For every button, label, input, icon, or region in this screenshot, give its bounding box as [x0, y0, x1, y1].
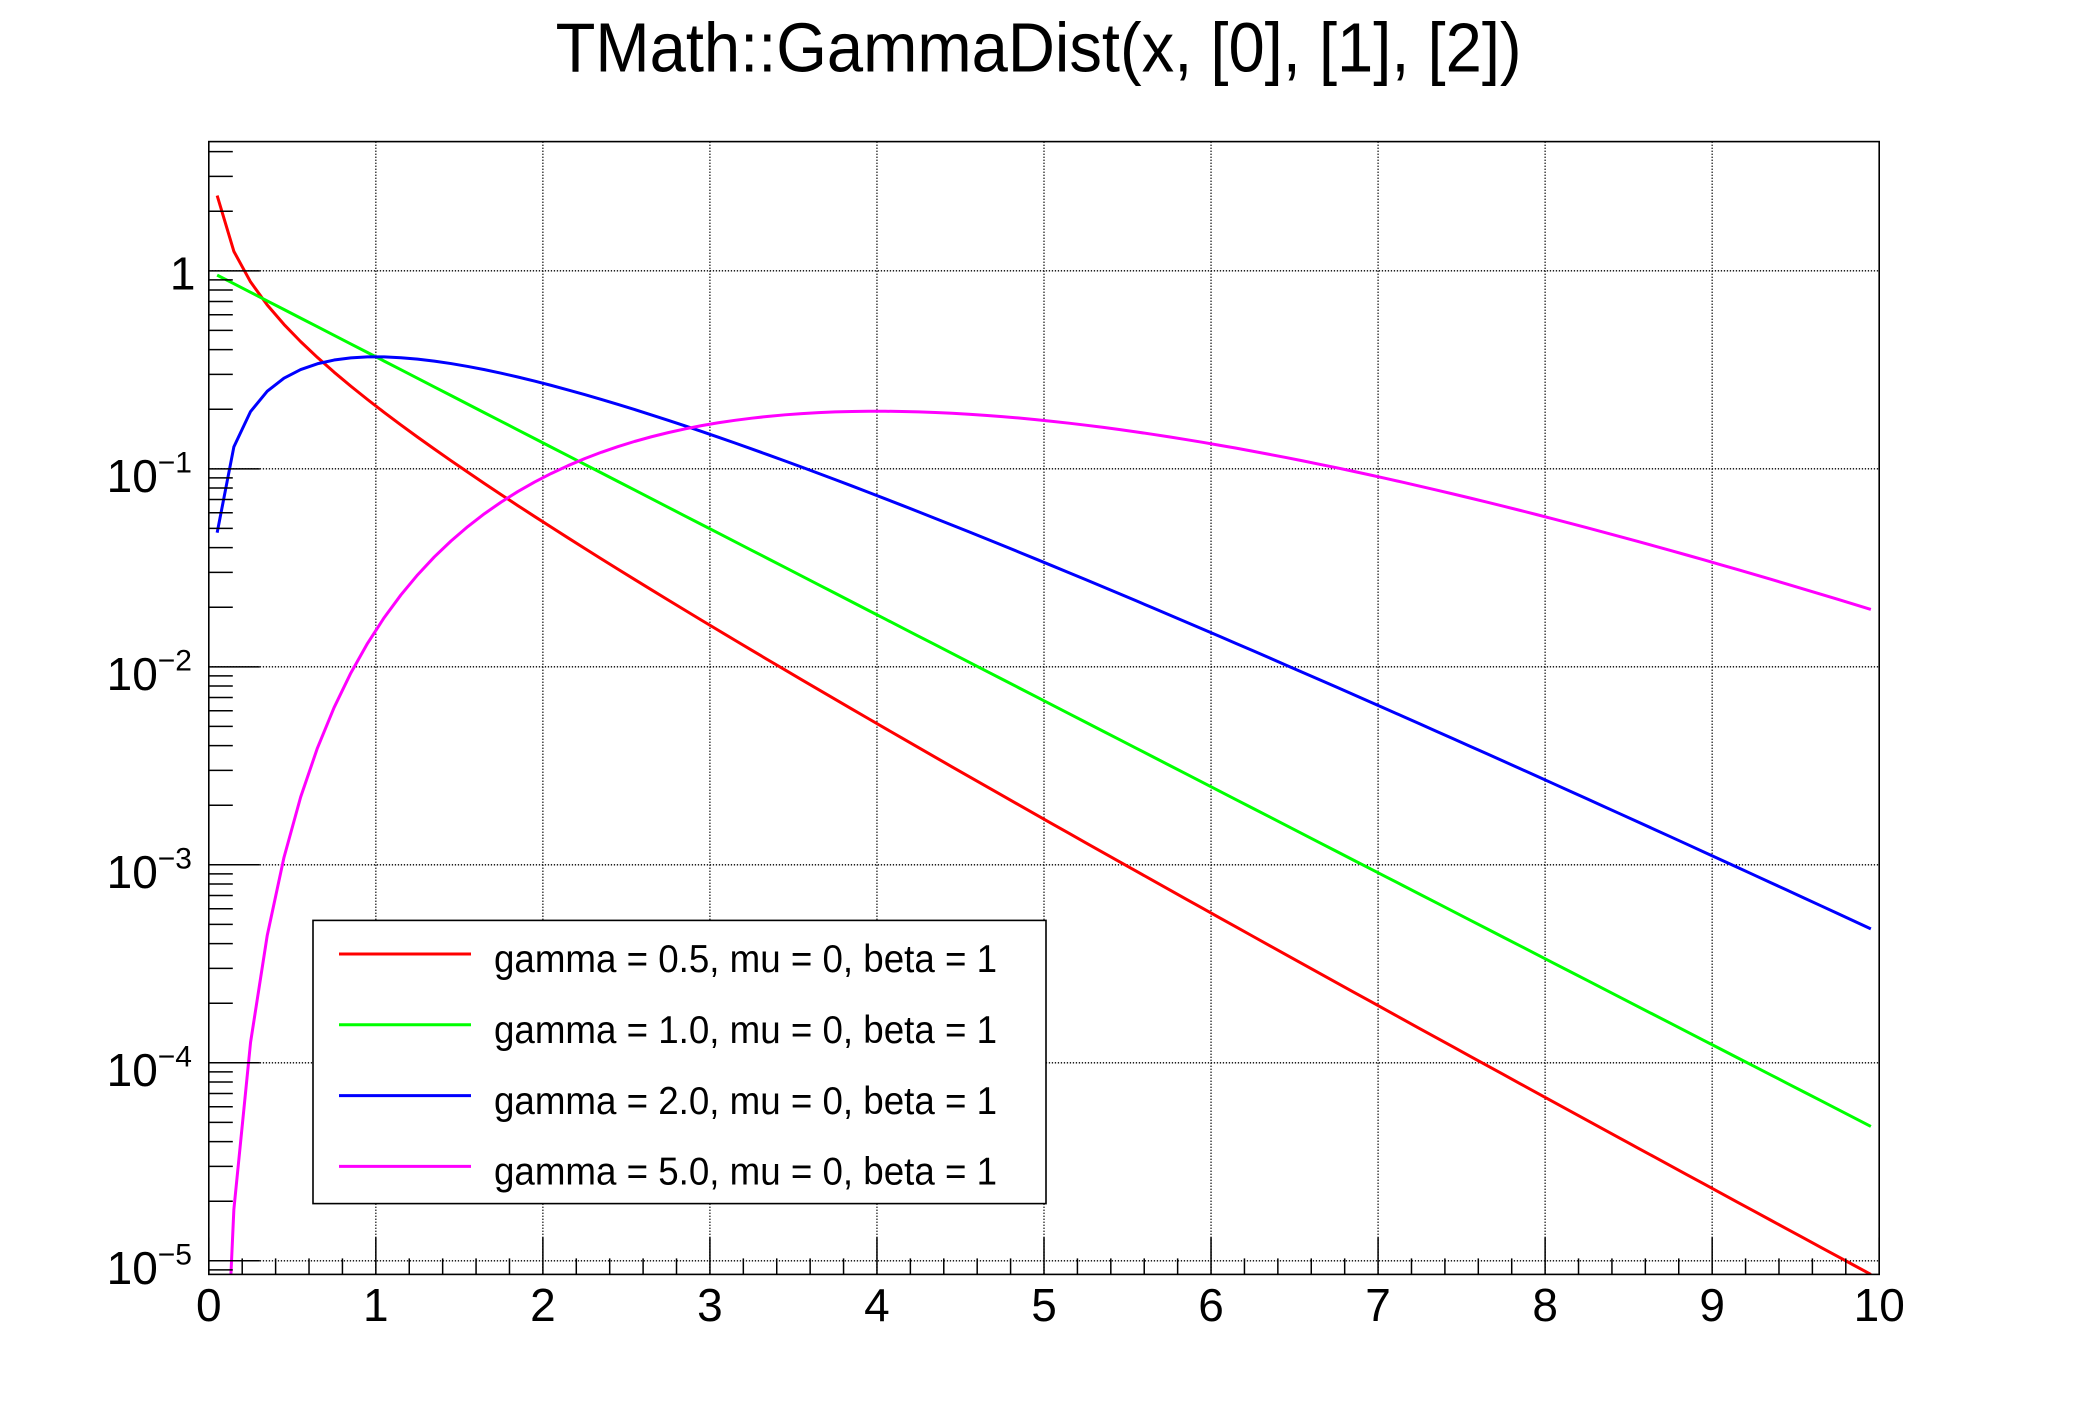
- curve-gamma-2: [215, 355, 1872, 931]
- y-axis-labels: 1 10−1 10−2 10−3 10−4 10−5: [107, 247, 196, 1293]
- x-tick-label-7: 7: [1365, 1279, 1391, 1331]
- x-tick-label-0: 0: [196, 1279, 222, 1331]
- legend-entry-3: gamma = 2.0, mu = 0, beta = 1: [339, 1080, 997, 1123]
- x-tick-label-6: 6: [1198, 1279, 1224, 1331]
- y-tick-label-0.001: 10−3: [107, 842, 192, 898]
- curves: [215, 195, 1872, 1275]
- x-tick-label-10: 10: [1854, 1279, 1905, 1331]
- curve-gamma-5: [229, 409, 1872, 1275]
- y-tick-label-1: 1: [170, 247, 196, 299]
- x-axis-labels: 0 1 2 3 4 5 6 7 8 9 10: [196, 1279, 1905, 1331]
- legend-label: gamma = 5.0, mu = 0, beta = 1: [494, 1151, 997, 1194]
- axis-ticks: [208, 150, 1880, 1275]
- x-tick-label-5: 5: [1031, 1279, 1057, 1331]
- legend-label: gamma = 1.0, mu = 0, beta = 1: [494, 1009, 997, 1052]
- curve-gamma-1: [216, 273, 1872, 1128]
- x-tick-label-2: 2: [530, 1279, 556, 1331]
- y-tick-label-0.00001: 10−5: [107, 1238, 192, 1294]
- x-tick-label-1: 1: [363, 1279, 389, 1331]
- legend-label: gamma = 2.0, mu = 0, beta = 1: [494, 1080, 997, 1123]
- x-tick-label-3: 3: [697, 1279, 723, 1331]
- legend-entry-1: gamma = 0.5, mu = 0, beta = 1: [339, 938, 997, 981]
- legend-box: [312, 919, 1047, 1205]
- y-tick-label-0.1: 10−1: [107, 446, 192, 502]
- legend: gamma = 0.5, mu = 0, beta = 1 gamma = 1.0…: [312, 919, 1047, 1205]
- y-tick-label-0.0001: 10−4: [107, 1040, 192, 1096]
- curve-gamma-0.5: [215, 195, 1872, 1275]
- chart-title: TMath::GammaDist(x, [0], [1], [2]): [556, 9, 1522, 87]
- x-tick-label-4: 4: [864, 1279, 890, 1331]
- y-tick-label-0.01: 10−2: [107, 644, 192, 700]
- x-tick-label-9: 9: [1699, 1279, 1725, 1331]
- legend-entry-2: gamma = 1.0, mu = 0, beta = 1: [339, 1009, 997, 1052]
- legend-label: gamma = 0.5, mu = 0, beta = 1: [494, 938, 997, 981]
- legend-entry-4: gamma = 5.0, mu = 0, beta = 1: [339, 1151, 997, 1194]
- x-tick-label-8: 8: [1532, 1279, 1558, 1331]
